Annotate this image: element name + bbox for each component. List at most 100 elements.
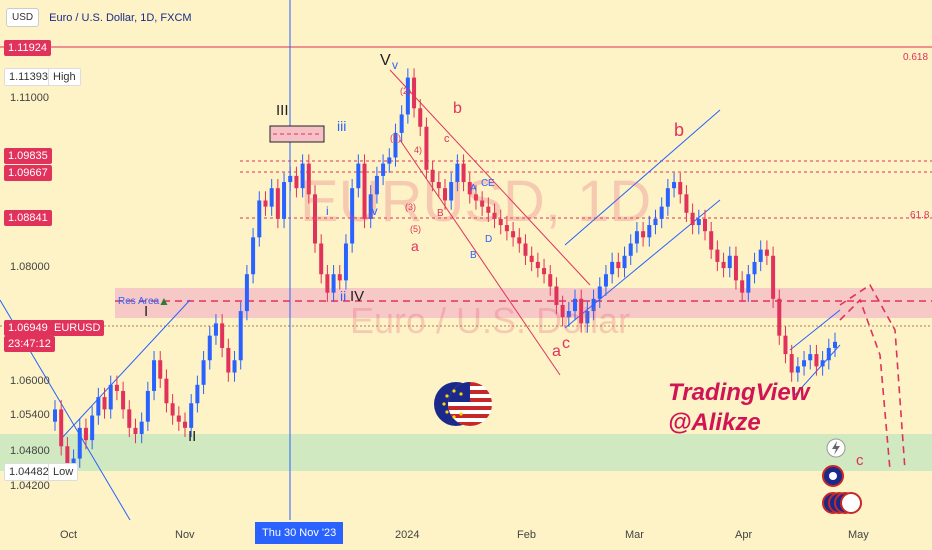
candle-body <box>436 182 441 189</box>
candle-body <box>108 384 113 410</box>
channel-red-upper <box>389 69 591 286</box>
candle-body <box>777 298 782 336</box>
warning-icon: ▲ <box>158 294 170 308</box>
candle-body <box>83 427 88 441</box>
candle-body <box>387 157 392 164</box>
candle-body <box>424 126 429 170</box>
candle-body <box>808 354 813 361</box>
resistance-zone <box>115 288 932 318</box>
candle-body <box>405 77 410 115</box>
candle-body <box>523 243 528 256</box>
candle-body <box>300 163 305 189</box>
candle-body <box>77 427 82 459</box>
candle-body <box>96 397 101 416</box>
candle-body <box>183 421 187 428</box>
wave-label: v <box>392 58 398 72</box>
price-label: 1.04200 <box>10 480 50 492</box>
candle-body <box>715 249 720 262</box>
wave-label: (1) <box>390 133 401 143</box>
candle-body <box>201 360 206 385</box>
wave-label: C <box>481 178 489 189</box>
wave-label: D <box>485 234 493 245</box>
candle-body <box>560 304 565 318</box>
price-badge-current: 1.06949 <box>4 320 52 336</box>
forecast-path-1 <box>839 283 906 471</box>
candle-body <box>331 274 336 293</box>
candle-body <box>189 403 194 428</box>
channel-final-upper <box>789 309 841 351</box>
wave-label: II <box>188 428 197 445</box>
wave-label: iii <box>337 118 347 134</box>
wave-label: c <box>856 452 864 469</box>
wave-label: IV <box>350 288 365 305</box>
candle-body <box>653 218 658 226</box>
countdown-badge: 23:47:12 <box>4 336 55 352</box>
fib-label-61-8: 61.8 <box>910 210 930 221</box>
candle-body <box>628 243 633 256</box>
candle-body <box>480 200 485 207</box>
candle-body <box>634 231 639 244</box>
candle-body <box>758 249 763 262</box>
channel-blue-2 <box>59 299 191 441</box>
support-zone <box>0 434 932 471</box>
price-badge-1-09667: 1.09667 <box>4 165 52 181</box>
currency-button[interactable]: USD <box>6 8 40 27</box>
wave-label: B <box>437 208 444 219</box>
candle-body <box>374 175 379 195</box>
candle-body <box>65 446 70 471</box>
candle-body <box>789 354 794 373</box>
candle-body <box>195 384 200 404</box>
candle-body <box>740 280 745 293</box>
price-badge-1-09835: 1.09835 <box>4 148 52 164</box>
price-badge-high: 1.11393 <box>4 68 53 86</box>
candle-body <box>455 163 460 183</box>
res-area-label: Res Area <box>118 296 160 307</box>
candle-body <box>461 163 466 183</box>
watermark-small: Euro / U.S. Dollar <box>350 300 631 341</box>
wave-label: I <box>144 303 149 320</box>
wave-label: iv <box>369 204 378 218</box>
currency-event-icon[interactable] <box>822 465 844 487</box>
wave-label: a <box>411 238 419 254</box>
channel-red-lower <box>399 139 561 376</box>
candle-body <box>220 323 225 348</box>
time-label: May <box>848 529 869 541</box>
candle-body <box>752 261 757 275</box>
candle-body <box>802 360 807 367</box>
candle-body <box>647 225 652 238</box>
wave-label: V <box>380 52 391 69</box>
time-label: Nov <box>175 529 195 541</box>
candle-body <box>337 274 342 281</box>
price-label: 1.05400 <box>10 409 50 421</box>
candle-body <box>579 298 584 324</box>
candle-body <box>90 415 95 441</box>
candle-body <box>412 77 417 109</box>
candle-body <box>486 206 491 213</box>
candle-body <box>585 311 590 324</box>
events-stack-icon[interactable] <box>822 492 862 514</box>
wave-label: ii <box>340 288 347 304</box>
wave-label: (5) <box>410 224 421 234</box>
candle-body <box>251 237 256 275</box>
candle-body <box>207 335 212 361</box>
candle-body <box>269 188 274 207</box>
candle-body <box>467 182 472 195</box>
candle-body <box>814 354 819 367</box>
candle-body <box>517 237 522 244</box>
candle-body <box>176 415 181 422</box>
candle-body <box>121 390 126 410</box>
candle-body <box>820 360 825 367</box>
candle-body <box>213 323 218 336</box>
lightning-icon[interactable] <box>826 438 846 458</box>
candle-body <box>833 341 837 348</box>
candle-body <box>727 255 732 269</box>
candle-body <box>771 255 776 299</box>
candle-body <box>678 182 683 195</box>
candle-body <box>492 212 497 219</box>
symbol-title[interactable]: Euro / U.S. Dollar, 1D, FXCM <box>49 11 192 24</box>
candle-body <box>672 182 677 189</box>
time-label: 2024 <box>395 529 420 541</box>
candle-body <box>659 206 664 219</box>
